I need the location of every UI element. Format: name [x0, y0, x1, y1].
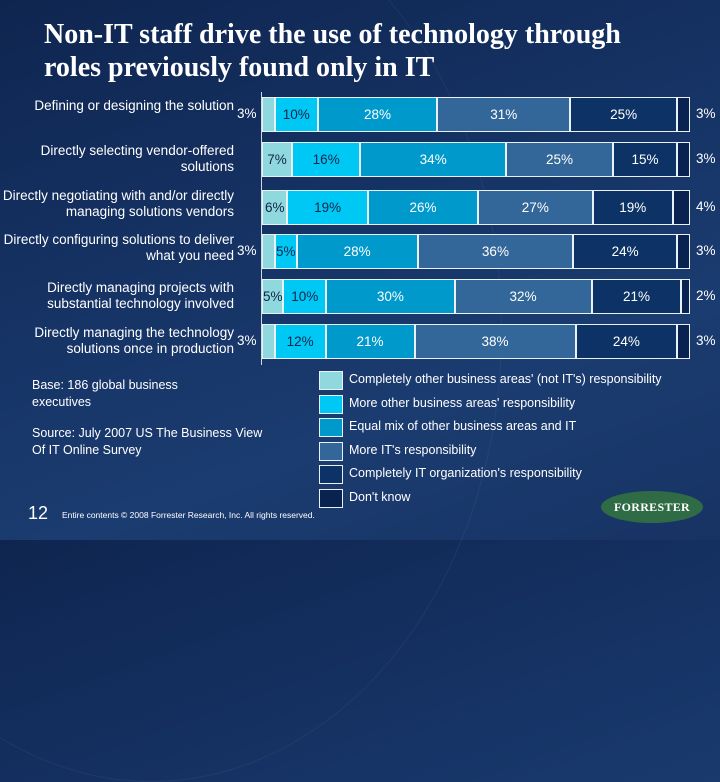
- bar-segment: 12%: [274, 324, 326, 359]
- bar-segment: [677, 234, 690, 269]
- bar-segment: 24%: [575, 324, 678, 359]
- data-label: 10%: [282, 107, 310, 122]
- data-label: 24%: [611, 244, 639, 259]
- legend-label: Don't know: [349, 490, 411, 504]
- bar-segment: 5%: [262, 279, 284, 314]
- data-label: 3%: [696, 333, 716, 348]
- data-label: 34%: [419, 152, 447, 167]
- bar-segment: 21%: [591, 279, 682, 314]
- bar-segment: 6%: [262, 190, 288, 225]
- bar-segment: 10%: [274, 97, 318, 132]
- forrester-logo: FORRESTER: [601, 491, 703, 523]
- category-label: Directly selecting vendor-offered soluti…: [40, 143, 234, 174]
- data-label: 25%: [610, 107, 638, 122]
- bar-segment: 19%: [287, 190, 368, 225]
- data-label: 3%: [696, 151, 716, 166]
- bar-segment: 26%: [367, 190, 479, 225]
- bar-segment: 25%: [505, 142, 613, 177]
- bar-segment: [677, 142, 690, 177]
- data-label: 27%: [521, 200, 549, 215]
- legend-swatch: [319, 465, 343, 484]
- legend-swatch: [319, 418, 343, 437]
- data-label: 24%: [612, 334, 640, 349]
- data-label: 3%: [696, 106, 716, 121]
- bar-segment: 25%: [570, 97, 678, 132]
- legend-label: More IT's responsibility: [349, 443, 477, 457]
- page-number: 12: [28, 503, 49, 523]
- bar-segment: 15%: [612, 142, 678, 177]
- data-label: 4%: [696, 199, 716, 214]
- data-label: 3%: [696, 243, 716, 258]
- bar-segment: 31%: [437, 97, 571, 132]
- data-label: 28%: [364, 107, 392, 122]
- base-note: Base: 186 global business executives: [32, 378, 178, 409]
- source-note: Source: July 2007 US The Business View O…: [32, 426, 263, 457]
- data-label: 21%: [356, 334, 384, 349]
- data-label: 31%: [490, 107, 518, 122]
- bar-segment: 7%: [262, 142, 292, 177]
- data-label: 3%: [237, 106, 257, 121]
- data-label: 32%: [509, 289, 537, 304]
- category-label: Directly negotiating with and/or directl…: [2, 188, 234, 219]
- category-label: Directly managing the technology solutio…: [34, 325, 234, 356]
- data-label: 2%: [696, 288, 716, 303]
- bar-segment: [262, 97, 275, 132]
- bar-segment: [673, 190, 690, 225]
- data-label: 19%: [619, 200, 647, 215]
- page-title: Non-IT staff drive the use of technology…: [44, 19, 621, 83]
- legend-label: Completely other business areas' (not IT…: [349, 372, 662, 386]
- data-label: 36%: [481, 244, 509, 259]
- bar-segment: 38%: [414, 324, 576, 359]
- bar-segment: 32%: [454, 279, 592, 314]
- category-label: Directly managing projects with substant…: [47, 280, 234, 311]
- bar-segment: 27%: [478, 190, 593, 225]
- data-label: 3%: [237, 243, 257, 258]
- data-label: 38%: [481, 334, 509, 349]
- legend-label: More other business areas' responsibilit…: [349, 396, 576, 410]
- bar-segment: 28%: [296, 234, 418, 269]
- legend-swatch: [319, 395, 343, 414]
- data-label: 30%: [376, 289, 404, 304]
- data-label: 28%: [343, 244, 371, 259]
- bar-segment: 10%: [283, 279, 327, 314]
- bar-segment: 19%: [592, 190, 674, 225]
- legend-swatch: [319, 371, 343, 390]
- legend-swatch: [319, 442, 343, 461]
- data-label: 10%: [291, 289, 319, 304]
- bar-segment: 28%: [317, 97, 438, 132]
- data-label: 7%: [267, 152, 287, 167]
- legend-swatch: [319, 489, 343, 508]
- bar-segment: [677, 324, 690, 359]
- bar-segment: 36%: [417, 234, 574, 269]
- bar-segment: 21%: [325, 324, 415, 359]
- data-label: 15%: [631, 152, 659, 167]
- bar-segment: [262, 324, 275, 359]
- data-label: 6%: [264, 200, 285, 215]
- data-label: 5%: [262, 289, 283, 304]
- bar-segment: 24%: [573, 234, 678, 269]
- bar-segment: 30%: [326, 279, 455, 314]
- bar-segment: [681, 279, 690, 314]
- category-label: Defining or designing the solution: [34, 98, 234, 113]
- bar-segment: 16%: [291, 142, 361, 177]
- data-label: 19%: [314, 200, 342, 215]
- category-label: Directly configuring solutions to delive…: [3, 232, 234, 263]
- legend-label: Completely IT organization's responsibil…: [349, 466, 582, 480]
- data-label: 16%: [312, 152, 340, 167]
- data-label: 12%: [286, 334, 314, 349]
- bar-segment: [677, 97, 690, 132]
- data-label: 3%: [237, 333, 257, 348]
- data-label: 21%: [622, 289, 650, 304]
- bar-segment: 5%: [274, 234, 297, 269]
- bar-segment: [262, 234, 275, 269]
- copyright-text: Entire contents © 2008 Forrester Researc…: [62, 510, 315, 520]
- data-label: 26%: [409, 200, 437, 215]
- bar-segment: 34%: [360, 142, 506, 177]
- data-label: 5%: [276, 244, 296, 259]
- legend-label: Equal mix of other business areas and IT: [349, 419, 577, 433]
- chart-axis: [261, 92, 262, 365]
- data-label: 25%: [545, 152, 573, 167]
